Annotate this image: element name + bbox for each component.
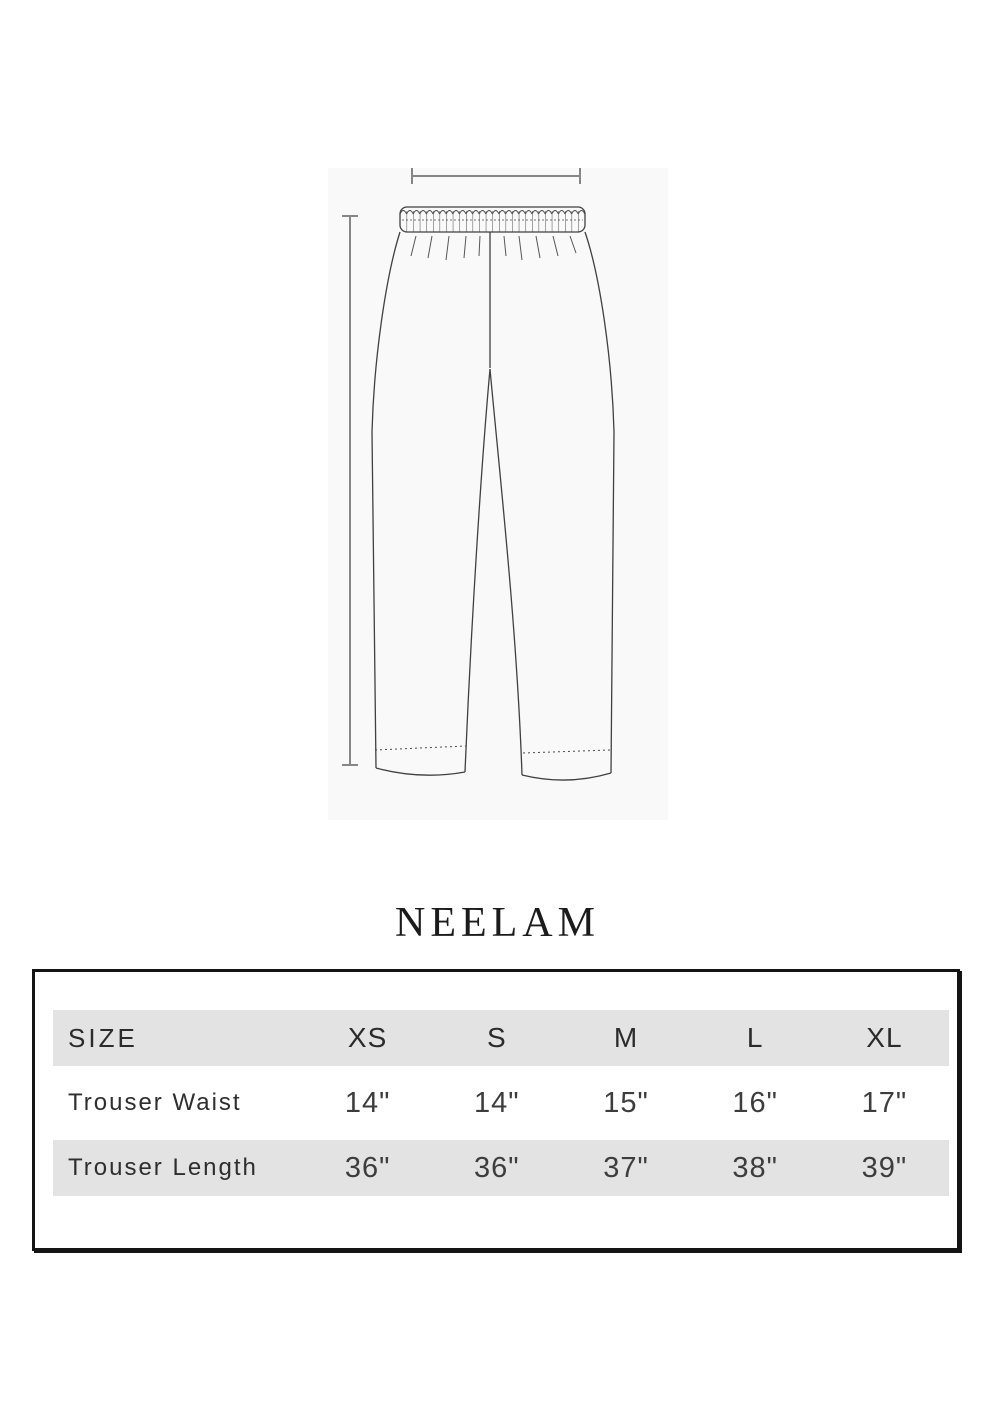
size-header-label: SIZE [68,1022,138,1053]
size-col-xl: XL [866,1022,903,1053]
trouser-outline [371,231,615,781]
figure-background [328,168,668,820]
waist-value-s: 14" [474,1086,520,1119]
size-col-s: S [486,1022,507,1053]
size-chart-table: SIZE XS S M L XL Trouser Waist 14" 14" 1… [32,969,960,1251]
size-col-xs: XS [347,1022,388,1053]
row-label-trouser-length: Trouser Length [68,1154,258,1181]
trouser-sketch-svg [328,168,668,820]
waist-value-xs: 14" [344,1086,391,1119]
length-value-xl: 39" [861,1151,908,1184]
trouser-diagram [328,168,668,820]
hem-stitch-lines [374,745,611,754]
size-col-m: M [613,1022,639,1053]
row-label-trouser-waist: Trouser Waist [68,1089,242,1116]
waist-value-m: 15" [603,1086,649,1119]
size-col-l: L [746,1022,764,1053]
size-chart-inner: SIZE XS S M L XL Trouser Waist 14" 14" 1… [35,972,957,1196]
size-chart-header-row: SIZE XS S M L XL [53,1010,949,1066]
product-title: NEELAM [395,900,600,946]
length-value-xs: 36" [344,1151,391,1184]
length-value-m: 37" [603,1151,649,1184]
waist-value-l: 16" [732,1086,778,1119]
size-chart-row-trouser-length: Trouser Length 36" 36" 37" 38" 39" [53,1140,949,1196]
waistband [399,206,586,233]
length-value-l: 38" [732,1151,778,1184]
waist-value-xl: 17" [861,1086,908,1119]
length-measure-line [342,215,358,766]
length-value-s: 36" [474,1151,520,1184]
gather-lines [410,235,577,261]
waist-measure-line [411,168,581,184]
size-chart-row-trouser-waist: Trouser Waist 14" 14" 15" 16" 17" [53,1066,949,1140]
